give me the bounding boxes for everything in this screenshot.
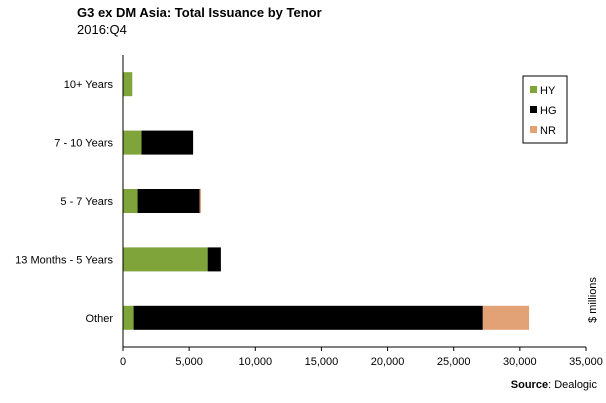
source-label: Source bbox=[510, 379, 549, 391]
bar-segment-hy-4 bbox=[123, 305, 134, 330]
chart-title: G3 ex DM Asia: Total Issuance by Tenor bbox=[77, 5, 322, 20]
legend-label-nr: NR bbox=[540, 125, 556, 137]
category-label: Other bbox=[85, 313, 113, 325]
category-labels: 10+ Years 7 - 10 Years 5 - 7 Years 13 Month… bbox=[15, 79, 113, 325]
x-tick-label: 0 bbox=[120, 356, 126, 368]
axis-unit-label: $ millions bbox=[587, 277, 599, 323]
bars-layer bbox=[123, 72, 530, 330]
bar-segment-nr-2 bbox=[199, 189, 202, 213]
bar-segment-hy-2 bbox=[123, 189, 138, 213]
category-label: 10+ Years bbox=[64, 79, 114, 91]
category-label: 7 - 10 Years bbox=[54, 138, 113, 150]
legend: HY HG NR bbox=[522, 75, 568, 144]
bar-segment-nr-4 bbox=[482, 305, 530, 330]
legend-swatch-hy bbox=[530, 86, 537, 93]
x-tick-label: 20,000 bbox=[371, 356, 405, 368]
legend-label-hy: HY bbox=[540, 85, 556, 97]
legend-label-hg: HG bbox=[540, 105, 557, 117]
bar-segment-hy-3 bbox=[123, 247, 208, 272]
x-tick-label: 15,000 bbox=[305, 356, 339, 368]
category-label: 13 Months - 5 Years bbox=[15, 254, 113, 266]
x-tick-label: 25,000 bbox=[437, 356, 471, 368]
x-tick-label: 30,000 bbox=[503, 356, 537, 368]
x-tick-label: 10,000 bbox=[238, 356, 272, 368]
chart-subtitle: 2016:Q4 bbox=[77, 22, 127, 37]
bar-segment-hg-4 bbox=[133, 305, 483, 330]
category-label: 5 - 7 Years bbox=[60, 196, 113, 208]
legend-swatch-nr bbox=[530, 126, 537, 133]
source-note: Source: Dealogic bbox=[511, 379, 597, 391]
x-tick-label: 35,000 bbox=[569, 356, 603, 368]
x-tick-label: 5,000 bbox=[175, 356, 203, 368]
bar-segment-hg-1 bbox=[141, 130, 194, 155]
bar-segment-hg-2 bbox=[137, 189, 200, 213]
bar-segment-hy-0 bbox=[123, 72, 133, 97]
x-axis-ticks: 0 5,000 10,000 15,000 20,000 25,000 30,000 35,0… bbox=[120, 347, 603, 368]
bar-segment-hy-1 bbox=[123, 130, 142, 155]
bar-segment-hg-3 bbox=[207, 247, 221, 272]
source-text: : Dealogic bbox=[548, 379, 597, 391]
legend-swatch-hg bbox=[530, 106, 537, 113]
legend-items: HY HG NR bbox=[530, 85, 557, 137]
